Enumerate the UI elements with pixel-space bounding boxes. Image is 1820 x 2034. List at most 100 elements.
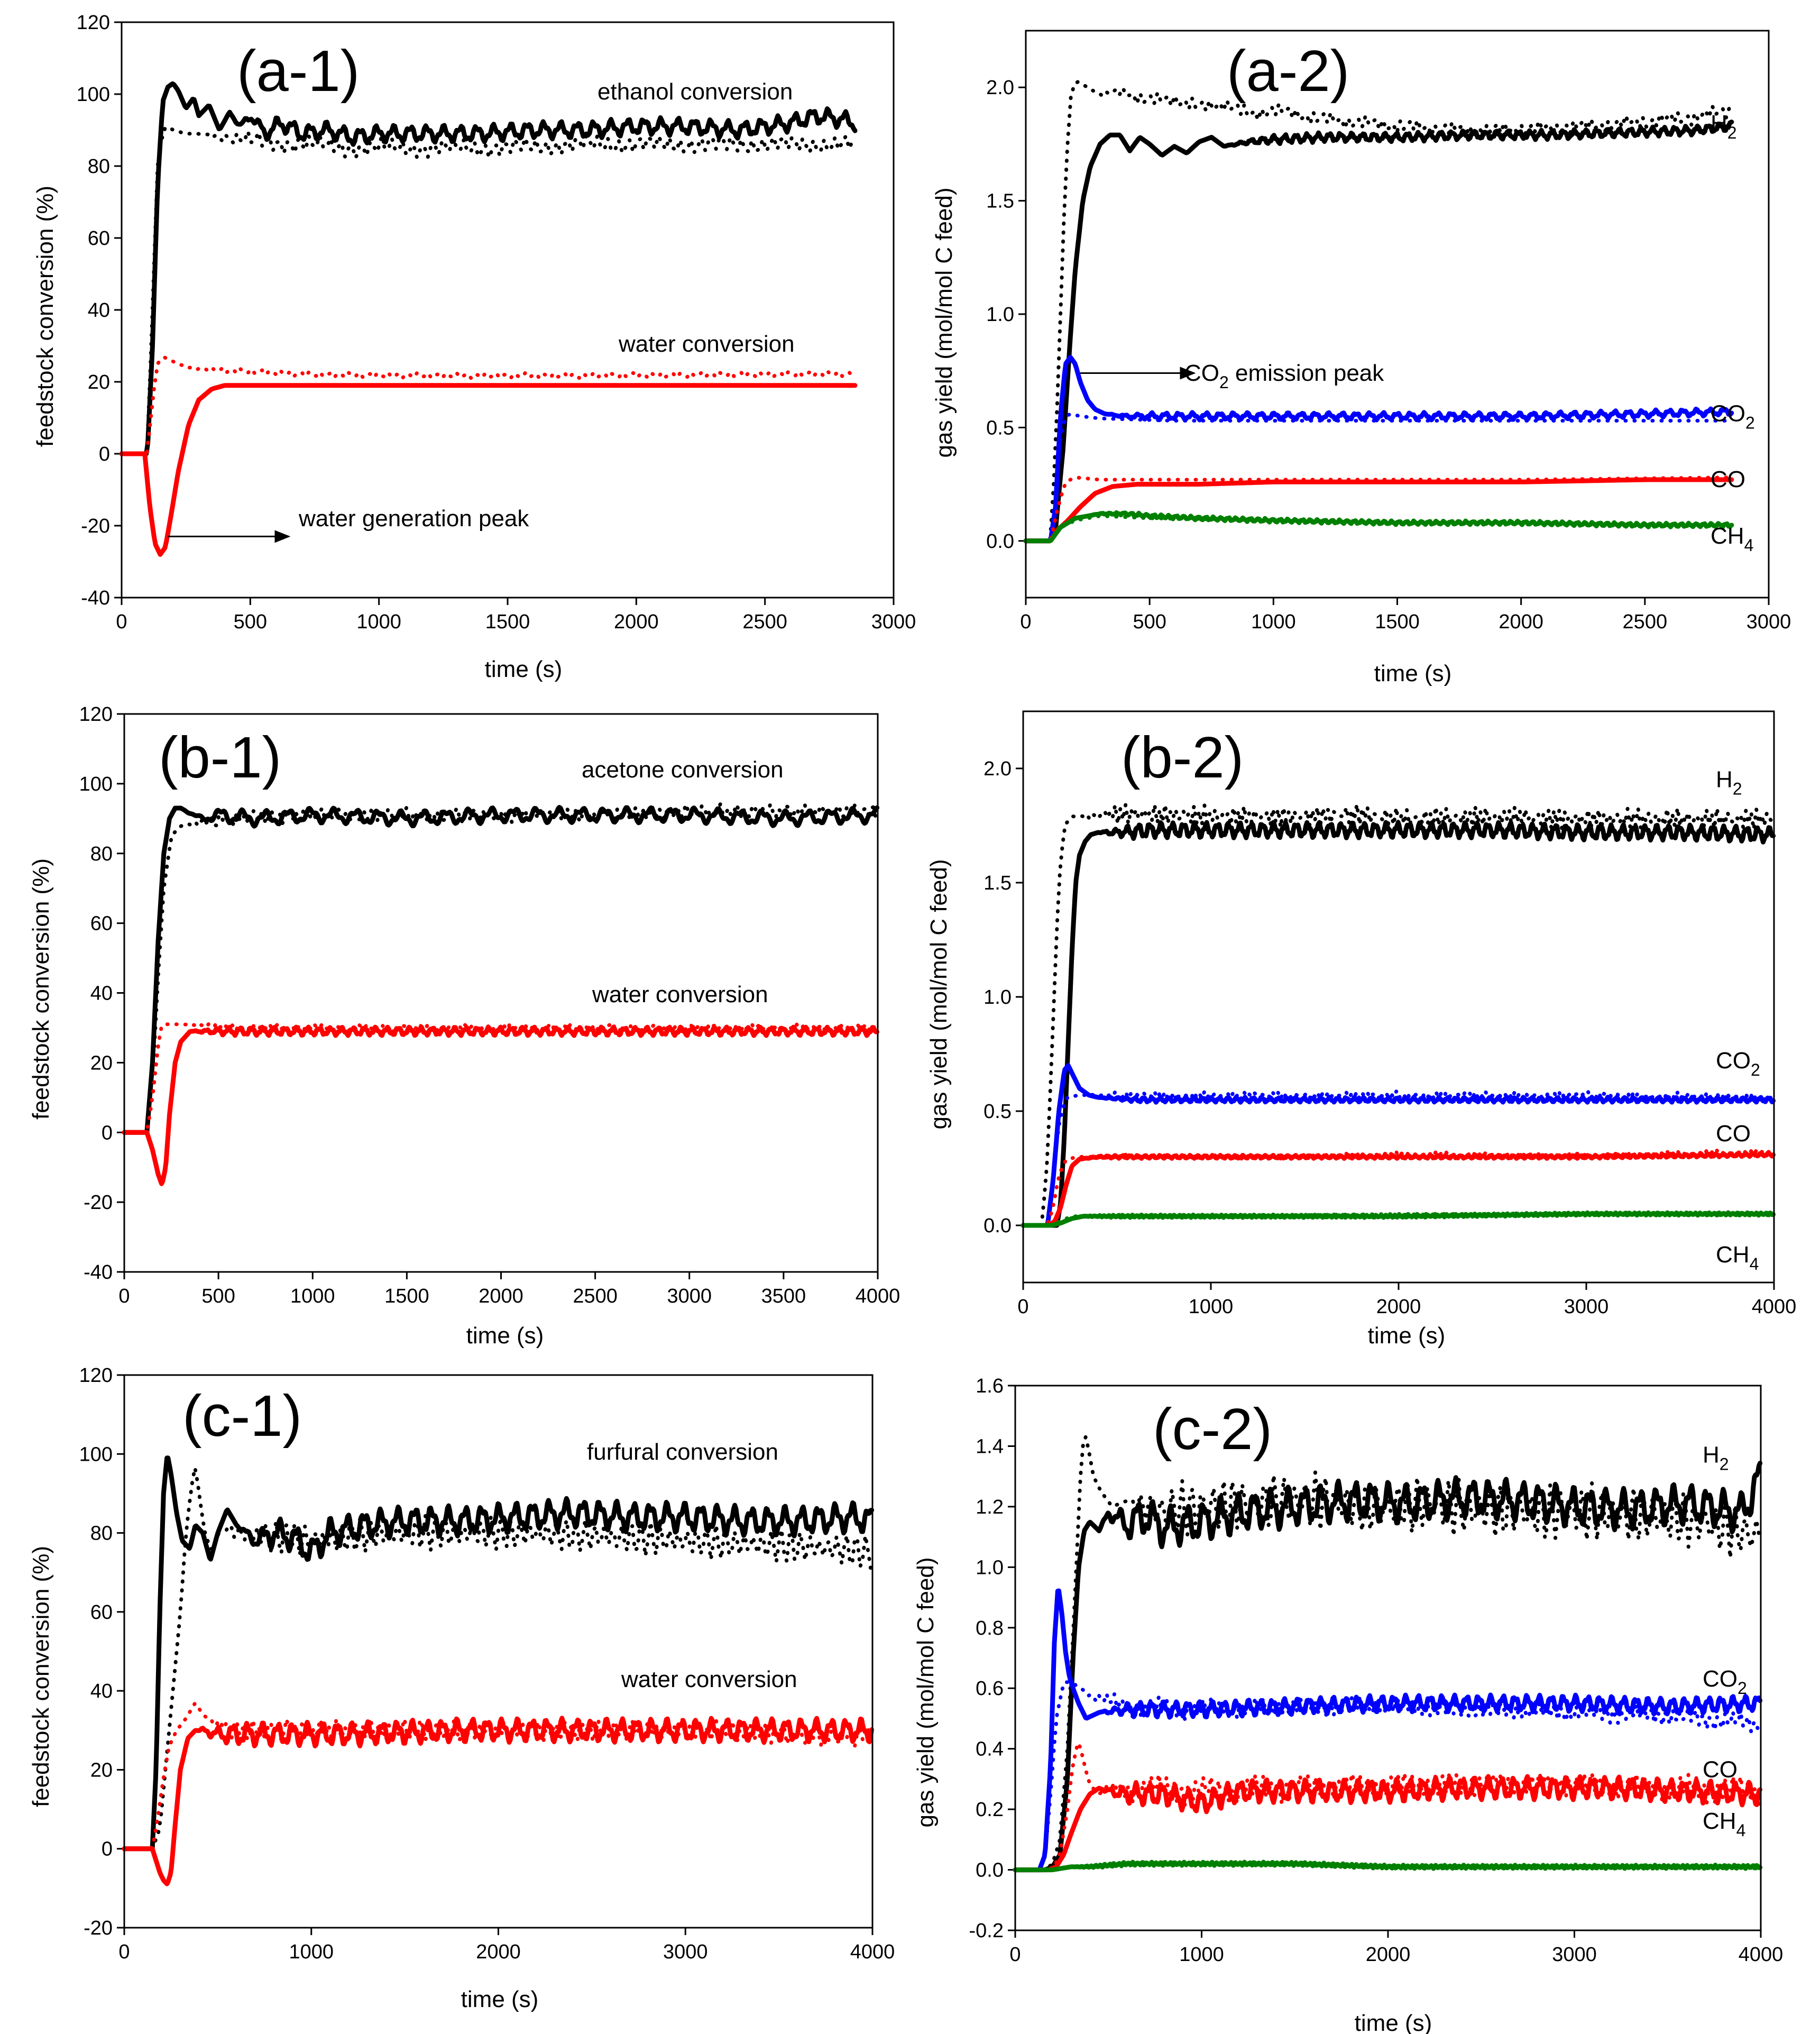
y-tick-label: 60 [90,1601,113,1624]
y-tick-label: 60 [88,227,110,250]
y-tick-label: 2.0 [986,77,1014,99]
x-tick-label: 500 [201,1285,235,1307]
x-tick-label: 500 [234,611,267,633]
b2-y-axis-label: gas yield (mol/mol C feed) [926,859,952,1129]
x-tick-label: 500 [1133,611,1166,633]
a2-series [1023,80,1734,544]
y-tick-label: 40 [88,299,110,322]
x-tick-label: 0 [1017,1296,1028,1318]
y-tick-label: 0.6 [976,1678,1004,1700]
a2-x-axis-label: time (s) [1374,661,1452,686]
y-tick-label: 120 [79,1364,113,1387]
b1-series-acetone-conversion-dotted [122,802,878,1134]
a1-annotation-water-conversion: water conversion [618,331,795,357]
x-tick-label: 4000 [1739,1944,1784,1966]
y-tick-label: -40 [84,1261,113,1284]
a2-ticks: 0 500 1000 1500 2000 2500 3000 0.0 0.5 1.0 1.5 2.0 [986,77,1791,633]
c1-series [122,1455,875,1886]
y-tick-label: 20 [90,1759,113,1781]
x-tick-label: 2500 [573,1285,618,1307]
c1-series-furfural-conversion-dotted [122,1465,872,1851]
c1-series-furfural-conversion-solid [122,1455,875,1852]
y-tick-label: 0.4 [976,1738,1004,1761]
b1-y-axis-label: feedstock conversion (%) [28,858,54,1120]
x-tick-label: 0 [1020,611,1031,633]
a1-annotation-ethanol-conversion: ethanol conversion [598,79,793,105]
x-tick-label: 3000 [871,611,916,633]
a1-plot-frame [121,21,895,599]
b1-annotation-acetone-conversion: acetone conversion [582,757,784,783]
b2-label-co: CO [1716,1121,1751,1147]
y-tick-label: 1.2 [976,1496,1004,1518]
a2-series-h2-dotted [1024,80,1732,543]
b2-x-axis-label: time (s) [1368,1323,1446,1349]
a2-annotation-co2-emission-peak: CO2 emission peak [1184,360,1384,392]
c1-plot-frame [123,1374,874,1929]
b2-panel-label: (b-2) [1121,725,1244,790]
y-tick-label: 100 [79,773,113,795]
a2-series-h2-solid [1023,120,1734,544]
c1-y-axis-label: feedstock conversion (%) [28,1546,54,1807]
y-tick-label: -20 [81,515,110,537]
c2-series-h2-solid [1013,1461,1763,1873]
x-tick-label: 3500 [761,1285,806,1307]
a1-y-axis-label: feedstock conversion (%) [32,186,58,447]
b1-plot-frame [123,713,879,1273]
a1-series [119,81,858,557]
y-tick-label: 0.0 [986,530,1014,553]
c2-label-co: CO [1703,1757,1738,1783]
b2-label-h2: H2 [1716,767,1742,799]
y-tick-label: 20 [88,371,110,393]
y-tick-label: 1.0 [983,986,1012,1009]
b2-series [1021,802,1776,1228]
x-tick-label: 2000 [479,1285,523,1307]
a2-label-h2: H2 [1711,111,1737,142]
x-tick-label: 1000 [1179,1944,1224,1966]
y-tick-label: 60 [90,913,113,935]
a1-x-axis-label: time (s) [485,656,563,682]
c2-series-co-dotted [1013,1741,1761,1872]
y-tick-label: 1.5 [983,872,1012,894]
y-tick-label: 1.5 [986,190,1014,213]
panel-a1: 0 500 1000 1500 2000 2500 3000 -40 -20 0 20 40 60 80 1… [32,12,916,682]
panel-c2: 0 1000 2000 3000 4000 -0.2 0.0 0.2 0.4 0.6 0.8 1.0 1… [913,1375,1783,2034]
b2-series-h2-dotted [1021,802,1774,1227]
y-tick-label: 0.5 [986,417,1014,439]
a2-label-co2: CO2 [1711,401,1755,433]
b1-x-axis-label: time (s) [466,1323,544,1349]
x-tick-label: 4000 [856,1285,900,1307]
a2-label-ch4: CH4 [1711,523,1753,555]
x-tick-label: 3000 [1552,1944,1597,1966]
c2-label-co2: CO2 [1703,1666,1747,1698]
b2-ticks: 0 1000 2000 3000 4000 0.0 0.5 1.0 1.5 2.0 [983,758,1796,1318]
x-tick-label: 0 [116,611,127,633]
y-tick-label: 20 [90,1052,113,1074]
b1-series [122,802,880,1186]
c2-series [1013,1435,1763,1873]
y-tick-label: 80 [90,843,113,865]
y-tick-label: 80 [88,155,110,178]
y-tick-label: 1.4 [976,1435,1004,1458]
a2-y-axis-label: gas yield (mol/mol C feed) [931,187,957,457]
b1-series-water-conversion-dotted [122,1021,878,1134]
x-tick-label: 4000 [850,1941,895,1963]
y-tick-label: 0.5 [983,1101,1012,1123]
x-tick-label: 1000 [1251,611,1296,633]
y-tick-label: 0 [99,443,110,465]
y-tick-label: -20 [84,1917,113,1939]
c1-series-water-conversion-solid [122,1716,875,1886]
y-tick-label: 0.0 [983,1215,1012,1237]
b1-series-acetone-conversion-solid [122,805,880,1135]
c2-y-axis-label: gas yield (mol/mol C feed) [913,1557,939,1827]
x-tick-label: 1500 [485,611,530,633]
b1-panel-label: (b-1) [159,725,281,790]
c1-x-axis-label: time (s) [461,1986,539,2012]
x-tick-label: 4000 [1752,1296,1797,1318]
b1-annotation-water-conversion: water conversion [592,982,768,1007]
a2-plot-frame [1025,30,1770,599]
x-tick-label: 0 [1009,1944,1021,1966]
a2-series-labels: H2 CO2 CO CH4 [1711,111,1755,555]
y-tick-label: -40 [81,587,110,609]
b2-series-co-dotted [1021,1148,1774,1227]
